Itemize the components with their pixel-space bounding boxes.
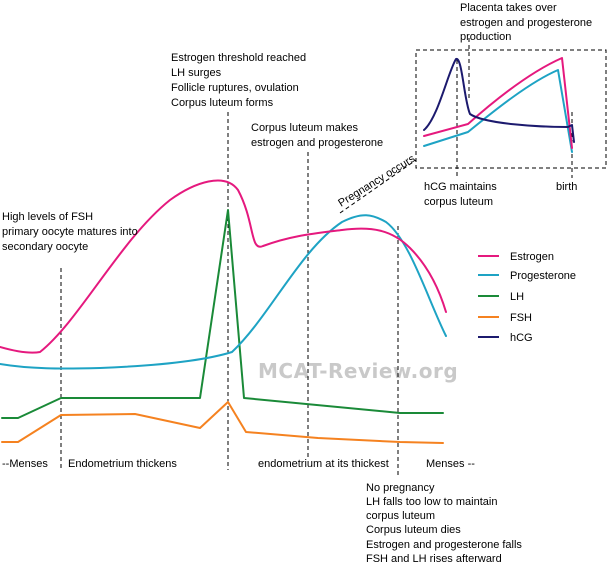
fsh-annotation: High levels of FSH primary oocyte mature… (2, 211, 138, 253)
ovulation-annotation-line: LH surges (171, 67, 222, 79)
fsh-annotation-line: primary oocyte matures into (2, 226, 138, 238)
phase-menses-end: Menses -- (426, 458, 475, 470)
legend-label-estrogen: Estrogen (510, 251, 554, 263)
legend: Estrogen Progesterone LH FSH hCG (478, 251, 576, 344)
phase-endometrium-thickens: Endometrium thickens (68, 458, 177, 470)
inset-estrogen-curve (423, 57, 573, 149)
placenta-annotation-line: estrogen and progesterone (460, 17, 592, 29)
no-pregnancy-annotation-line: FSH and LH rises afterward (366, 553, 502, 565)
no-pregnancy-annotation: No pregnancy LH falls too low to maintai… (366, 482, 522, 565)
estrogen-curve (0, 179, 447, 354)
fsh-annotation-line: High levels of FSH (2, 211, 93, 223)
no-pregnancy-annotation-line: Estrogen and progesterone falls (366, 539, 522, 551)
progesterone-curve (0, 214, 447, 370)
birth-label: birth (556, 181, 577, 193)
watermark: MCAT-Review.org (258, 359, 458, 383)
corpus-luteum-annotation: Corpus luteum makes estrogen and progest… (251, 122, 383, 149)
no-pregnancy-annotation-line: LH falls too low to maintain (366, 496, 497, 508)
corpus-luteum-annotation-line: Corpus luteum makes (251, 122, 358, 134)
legend-label-fsh: FSH (510, 312, 532, 324)
legend-label-progesterone: Progesterone (510, 270, 576, 282)
legend-label-hcg: hCG (510, 332, 533, 344)
placenta-annotation: Placenta takes over estrogen and progest… (460, 2, 592, 43)
ovulation-annotation: Estrogen threshold reached LH surges Fol… (171, 52, 306, 109)
pregnancy-occurs-label: Pregnancy occurs (336, 152, 417, 209)
legend-label-lh: LH (510, 291, 524, 303)
hcg-annotation-line: corpus luteum (424, 196, 493, 208)
inset-hcg-curve (423, 57, 575, 143)
ovulation-annotation-line: Corpus luteum forms (171, 97, 274, 109)
lh-curve (1, 209, 444, 419)
fsh-curve (1, 401, 444, 444)
hcg-annotation-line: hCG maintains (424, 181, 497, 193)
inset-progesterone-curve (423, 69, 573, 153)
pregnancy-branch-line (339, 159, 417, 214)
ovulation-annotation-line: Follicle ruptures, ovulation (171, 82, 299, 94)
phase-menses-start: --Menses (2, 458, 48, 470)
placenta-annotation-line: production (460, 31, 511, 43)
no-pregnancy-annotation-line: corpus luteum (366, 510, 435, 522)
placenta-annotation-line: Placenta takes over (460, 2, 557, 14)
fsh-annotation-line: secondary oocyte (2, 241, 88, 253)
corpus-luteum-annotation-line: estrogen and progesterone (251, 137, 383, 149)
no-pregnancy-annotation-line: No pregnancy (366, 482, 435, 494)
phase-endometrium-thickest: endometrium at its thickest (258, 458, 389, 470)
hcg-annotation: hCG maintains corpus luteum (424, 181, 497, 208)
pregnancy-inset-box (415, 49, 607, 169)
ovulation-annotation-line: Estrogen threshold reached (171, 52, 306, 64)
no-pregnancy-annotation-line: Corpus luteum dies (366, 524, 461, 536)
